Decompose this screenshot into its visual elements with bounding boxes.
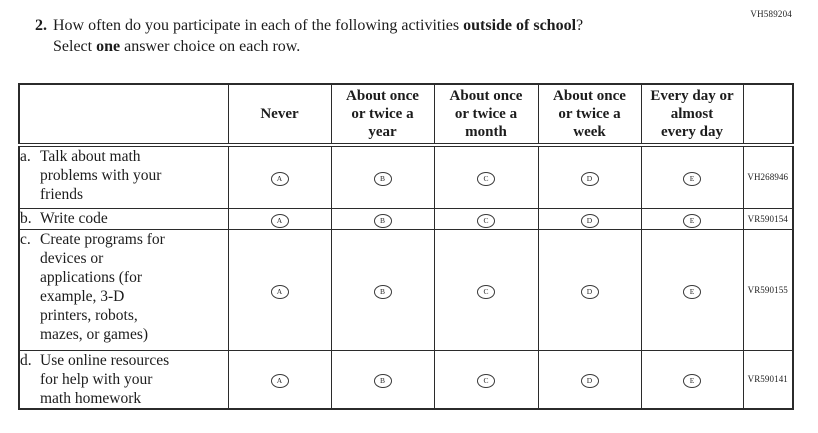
bubble-c-option-d[interactable]: D [580,284,599,299]
cell-a-everyday: E [640,144,744,209]
item-code-b: VR590154 [742,207,794,230]
bubble-b-option-b[interactable]: B [373,213,392,228]
bubble-d-option-a[interactable]: A [270,374,289,389]
bubble-a-option-e[interactable]: E [683,172,701,187]
row-letter-d: d. [20,351,32,369]
cell-a-never: A [227,144,332,209]
cell-c-everyday: E [640,228,744,351]
cell-a-week: D [537,144,642,209]
header-once-twice-week: About once or twice a week [537,83,642,147]
activity-text-b: Write code [40,209,108,227]
table-row-a: a. Talk about math problems with your fr… [18,144,794,209]
cell-b-everyday: E [640,207,744,230]
question-line2-pre: Select [53,38,97,55]
table-row-b: b. Write code A B C D E VR590154 [18,207,794,230]
row-letter-a: a. [20,148,31,165]
cell-c-never: A [227,228,332,351]
bubble-a-option-c[interactable]: C [477,172,495,187]
question-line2: Select one answer choice on each row. [53,36,583,57]
cell-b-year: B [330,207,435,230]
activity-text-d: Use online resources for help with your … [40,351,170,407]
cell-c-year: B [330,228,435,351]
question-line1-pre: How often do you participate in each of … [53,17,464,34]
cell-d-year: B [330,349,435,410]
header-every-day: Every day or almost every day [640,83,744,147]
activity-cell-d: d. Use online resources for help with yo… [18,349,229,410]
activity-cell-b: b. Write code [18,207,229,230]
cell-a-year: B [330,144,435,209]
bubble-d-option-c[interactable]: C [477,374,495,389]
item-code-c: VR590155 [742,228,794,351]
question-line1-post: ? [576,17,584,34]
bubble-b-option-d[interactable]: D [580,213,599,228]
cell-b-month: C [433,207,539,230]
question-line1-bold: outside of school [463,17,577,34]
item-code-d: VR590141 [742,349,794,410]
activity-text-a: Talk about math problems with your frien… [40,148,162,203]
bubble-c-option-c[interactable]: C [477,284,495,299]
header-never: Never [227,83,332,147]
header-empty-code [742,83,794,147]
cell-d-everyday: E [640,349,744,410]
question-line1: How often do you participate in each of … [53,15,583,36]
question-number: 2. [35,17,47,34]
item-code-a: VH268946 [742,144,794,209]
bubble-b-option-a[interactable]: A [270,213,289,228]
header-empty-activity [18,83,229,147]
page-accession-code: VH589204 [750,9,792,19]
bubble-d-option-d[interactable]: D [580,374,599,389]
question-text: How often do you participate in each of … [53,15,583,57]
bubble-c-option-e[interactable]: E [683,284,701,299]
bubble-d-option-b[interactable]: B [373,374,392,389]
bubble-d-option-e[interactable]: E [683,374,701,389]
header-once-twice-month: About once or twice a month [433,83,539,147]
activity-cell-a: a. Talk about math problems with your fr… [18,144,229,209]
activity-cell-c: c. Create programs for devices or applic… [18,228,229,351]
bubble-b-option-c[interactable]: C [477,213,495,228]
header-once-twice-year: About once or twice a year [330,83,435,147]
bubble-a-option-b[interactable]: B [373,172,392,187]
cell-c-week: D [537,228,642,351]
cell-d-month: C [433,349,539,410]
activity-text-c: Create programs for devices or applicati… [40,230,165,343]
bubble-c-option-a[interactable]: A [270,284,289,299]
cell-b-week: D [537,207,642,230]
question-line2-post: answer choice on each row. [120,38,301,55]
question-line2-bold: one [96,38,121,55]
bubble-b-option-e[interactable]: E [683,213,701,228]
survey-matrix-table: Never About once or twice a year About o… [18,83,794,410]
cell-a-month: C [433,144,539,209]
cell-d-never: A [227,349,332,410]
cell-d-week: D [537,349,642,410]
bubble-a-option-d[interactable]: D [580,172,599,187]
row-letter-b: b. [20,209,32,227]
table-row-c: c. Create programs for devices or applic… [18,228,794,351]
cell-c-month: C [433,228,539,351]
row-letter-c: c. [20,230,31,248]
table-row-d: d. Use online resources for help with yo… [18,349,794,410]
bubble-c-option-b[interactable]: B [373,284,392,299]
cell-b-never: A [227,207,332,230]
bubble-a-option-a[interactable]: A [270,172,289,187]
question-block: 2. How often do you participate in each … [35,15,583,57]
header-row: Never About once or twice a year About o… [18,83,794,147]
